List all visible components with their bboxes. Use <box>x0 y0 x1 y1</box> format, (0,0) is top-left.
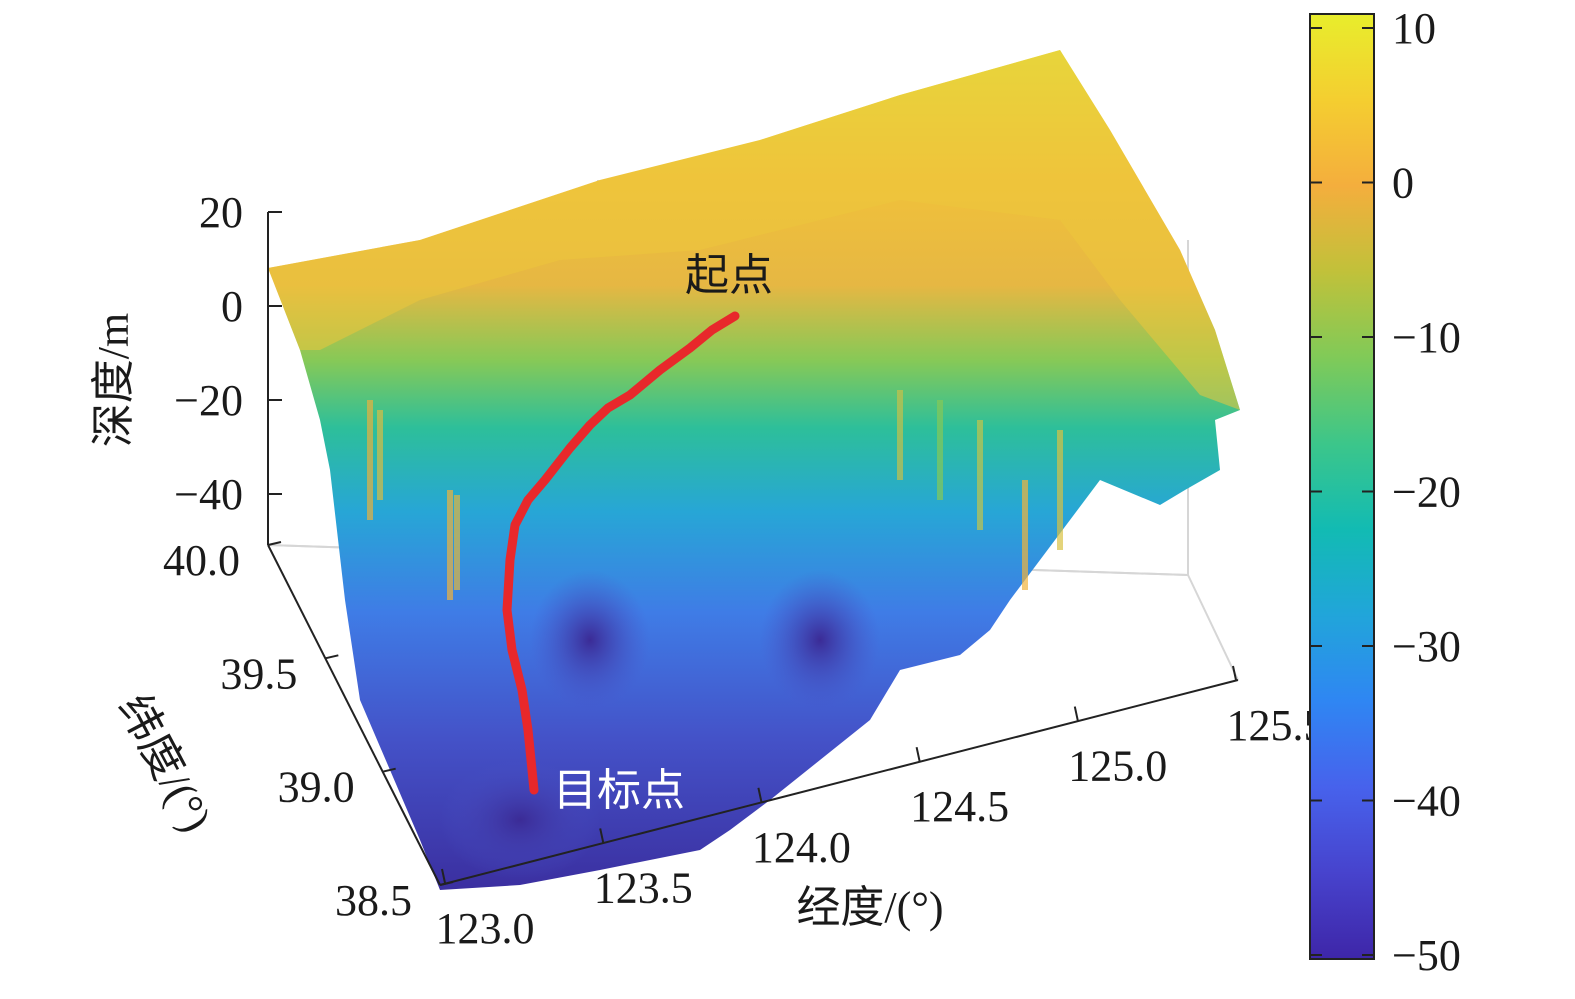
z-axis-tick-label: 20 <box>199 188 243 237</box>
z-axis-label: 深度/m <box>89 313 138 447</box>
y-axis-tick-label: 38.5 <box>335 876 412 925</box>
y-axis-tick-label: 40.0 <box>163 536 240 585</box>
x-axis-tick-label: 123.5 <box>594 863 693 912</box>
colorbar-tick-label: −10 <box>1392 313 1461 362</box>
grid-floor-right <box>1187 574 1239 681</box>
x-axis-line <box>439 679 1239 886</box>
surface-spikes <box>367 390 1063 600</box>
y-axis-tick-label: 39.0 <box>278 763 355 812</box>
y-axis-label: 纬度/(°) <box>109 687 221 840</box>
start-label: 起点 <box>685 251 773 300</box>
colorbar-bar <box>1309 13 1375 960</box>
x-axis-tick <box>441 868 446 884</box>
y-axis-tick <box>325 654 339 660</box>
route-path <box>502 311 740 795</box>
z-axis-tick-label: −40 <box>174 470 243 519</box>
x-axis-tick <box>599 828 605 843</box>
colorbar-tick-label: 10 <box>1392 4 1436 53</box>
colorbar-tick-label: −20 <box>1392 468 1461 517</box>
z-axis-tick-label: 0 <box>221 282 243 331</box>
y-axis-tick-label: 39.5 <box>220 649 297 698</box>
x-axis-tick <box>757 787 763 803</box>
surface-plateau <box>268 50 1240 410</box>
x-axis-tick-label: 123.0 <box>436 904 535 953</box>
z-axis-tick-label: −20 <box>174 376 243 425</box>
depression-3 <box>440 760 600 880</box>
x-axis-tick <box>915 746 921 762</box>
colorbar-tick-label: −50 <box>1392 931 1461 980</box>
y-axis-tick <box>267 541 282 546</box>
x-axis-tick-label: 124.0 <box>752 823 851 872</box>
depression-2 <box>760 570 880 710</box>
end-label: 目标点 <box>553 766 685 815</box>
depression-1 <box>530 570 650 710</box>
colorbar-tick-label: −30 <box>1392 622 1461 671</box>
x-axis-tick <box>1073 706 1079 721</box>
x-axis-tick-label: 125.0 <box>1068 742 1167 791</box>
z-axis: 20 0 −20 −40 深度/m <box>89 188 282 545</box>
colorbar: 10 0 −10 −20 −30 −40 −50 <box>1309 4 1461 980</box>
x-axis-label: 经度/(°) <box>796 883 943 932</box>
y-axis-line <box>267 544 441 886</box>
x-axis-tick-label: 124.5 <box>910 782 1009 831</box>
colorbar-tick-label: −40 <box>1392 777 1461 826</box>
colorbar-tick-label: 0 <box>1392 159 1414 208</box>
x-axis-tick <box>1232 665 1237 681</box>
depth-surface <box>268 50 1240 890</box>
y-axis-tick <box>382 767 396 773</box>
